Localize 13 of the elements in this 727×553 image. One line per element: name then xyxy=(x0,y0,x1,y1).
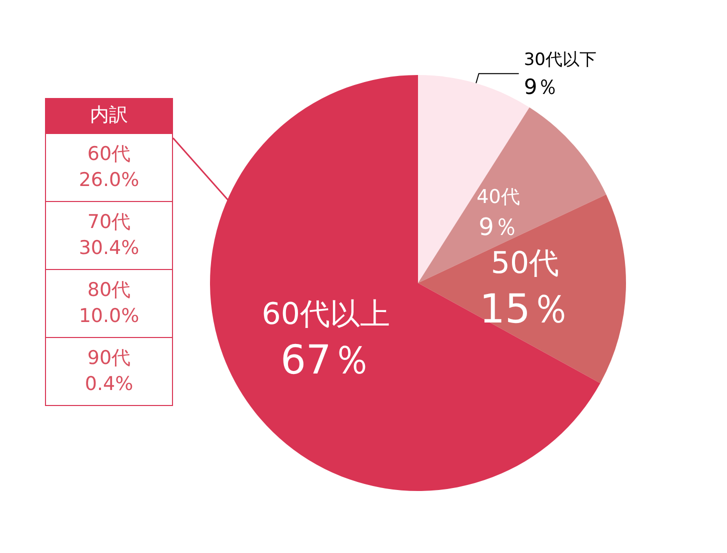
text: 90代 0.4% xyxy=(46,337,172,405)
data-label: 9％ xyxy=(478,213,518,242)
slice-label: 30代以下 xyxy=(524,50,596,70)
text: 60代 26.0% xyxy=(46,133,172,201)
data-label: 15％ xyxy=(479,286,570,332)
data-label: 9％ xyxy=(524,75,558,100)
data-label: 67％ xyxy=(280,337,372,384)
slice-label: 40代 xyxy=(476,186,520,208)
slice-label: 50代 xyxy=(490,246,560,281)
slice-label: 60代以上 xyxy=(262,296,390,332)
text: 80代 10.0% xyxy=(46,269,172,337)
text: 70代 30.4% xyxy=(46,201,172,269)
text: 内訳 xyxy=(46,99,172,133)
